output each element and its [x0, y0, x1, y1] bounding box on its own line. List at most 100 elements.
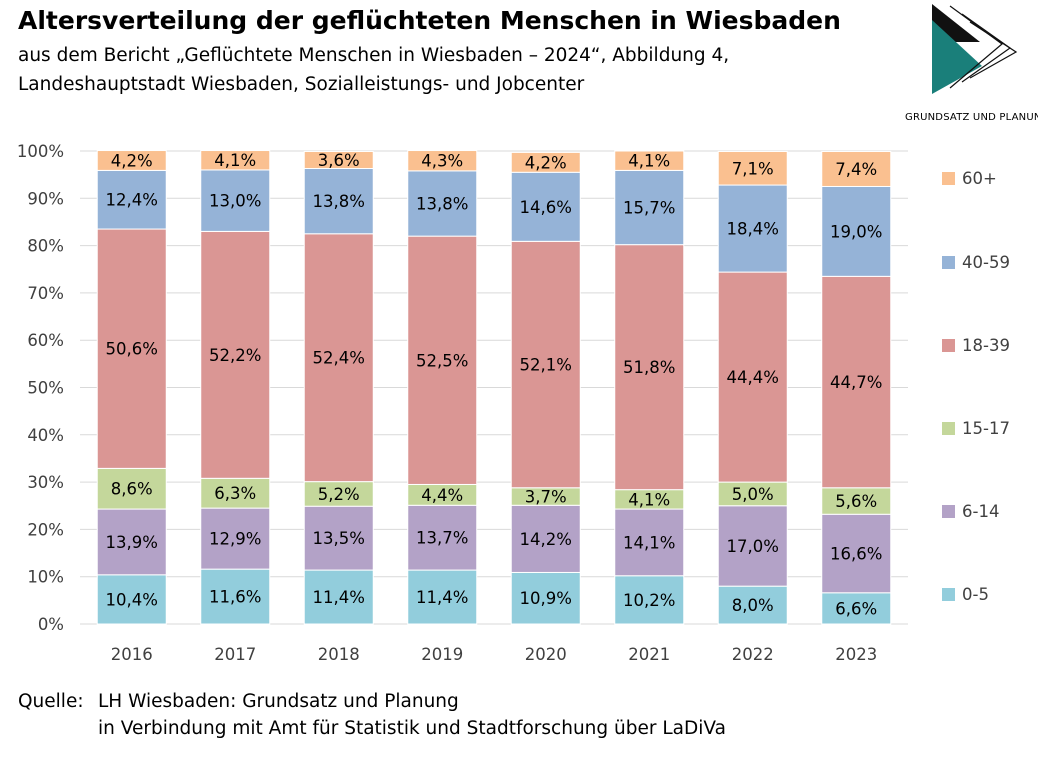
y-tick-label: 60% [27, 331, 64, 350]
x-tick-label: 2018 [318, 645, 360, 664]
data-label: 4,2% [111, 151, 153, 170]
data-label: 52,2% [209, 346, 261, 365]
data-label: 19,0% [830, 222, 882, 241]
data-label: 44,7% [830, 373, 882, 392]
data-label: 3,6% [318, 151, 360, 170]
x-tick-label: 2017 [214, 645, 256, 664]
data-label: 4,3% [421, 152, 463, 171]
data-label: 11,4% [416, 588, 468, 607]
x-tick-label: 2022 [732, 645, 774, 664]
y-tick-label: 70% [27, 284, 64, 303]
bar-segment-15-17 [96, 467, 167, 510]
data-label: 17,0% [727, 537, 779, 556]
logo-teal-triangle [932, 20, 982, 94]
bar-segment-60+ [200, 150, 271, 171]
data-label: 10,9% [520, 589, 572, 608]
data-label: 4,1% [214, 151, 256, 170]
data-label: 50,6% [106, 340, 158, 359]
data-label: 3,7% [525, 488, 567, 507]
bar-segment-6-14 [200, 507, 271, 570]
y-tick-label: 90% [27, 189, 64, 208]
bar-segment-40-59 [407, 170, 478, 237]
data-label: 14,6% [520, 198, 572, 217]
legend-swatch [942, 339, 955, 352]
data-label: 14,2% [520, 530, 572, 549]
source-line-1: LH Wiesbaden: Grundsatz und Planung [98, 691, 459, 712]
bar-segment-0-5 [303, 569, 374, 625]
bar-segment-0-5 [821, 592, 892, 625]
data-label: 16,6% [830, 545, 882, 564]
bar-segment-15-17 [821, 487, 892, 515]
bar-segment-18-39 [614, 244, 685, 491]
y-tick-label: 40% [27, 426, 64, 445]
bar-segment-18-39 [407, 235, 478, 485]
data-label: 7,1% [732, 159, 774, 178]
y-tick-label: 30% [27, 473, 64, 492]
x-tick-label: 2019 [421, 645, 463, 664]
legend-swatch [942, 588, 955, 601]
bar-segment-60+ [303, 150, 374, 170]
data-label: 5,0% [732, 485, 774, 504]
bar-segment-6-14 [303, 505, 374, 571]
bar-segment-6-14 [96, 508, 167, 576]
data-label: 13,8% [416, 195, 468, 214]
data-label: 8,6% [111, 480, 153, 499]
source-line-2: in Verbindung mit Amt für Statistik und … [98, 718, 726, 739]
data-label: 4,4% [421, 486, 463, 505]
bar-segment-0-5 [614, 575, 685, 625]
data-label: 10,2% [623, 591, 675, 610]
legend-swatch [942, 505, 955, 518]
y-tick-label: 0% [38, 615, 64, 634]
x-tick-label: 2016 [111, 645, 153, 664]
data-label: 5,6% [835, 492, 877, 511]
bar-segment-6-14 [614, 508, 685, 577]
logo-text: GRUNDSATZ UND PLANUNG [905, 112, 1038, 123]
data-label: 51,8% [623, 358, 675, 377]
bar-segment-40-59 [200, 169, 271, 232]
data-label: 4,1% [628, 152, 670, 171]
bar-segment-60+ [717, 150, 788, 186]
bar-segment-0-5 [200, 568, 271, 625]
bar-segment-60+ [821, 150, 892, 187]
logo-outline-3 [969, 21, 1018, 79]
data-label: 18,4% [727, 220, 779, 239]
bar-segment-60+ [407, 150, 478, 172]
legend-label: 0-5 [962, 585, 989, 604]
bar-segment-6-14 [407, 504, 478, 571]
data-label: 5,2% [318, 485, 360, 504]
data-label: 44,4% [727, 368, 779, 387]
data-label: 4,1% [628, 490, 670, 509]
data-label: 8,0% [732, 596, 774, 615]
bar-segment-6-14 [821, 513, 892, 594]
bar-segment-15-17 [200, 477, 271, 509]
data-label: 13,7% [416, 529, 468, 548]
y-tick-label: 10% [27, 568, 64, 587]
data-label: 52,4% [313, 349, 365, 368]
data-label: 13,0% [209, 192, 261, 211]
legend-label: 60+ [962, 169, 997, 188]
source-label: Quelle: [18, 691, 84, 712]
x-tick-label: 2023 [835, 645, 877, 664]
bar-segment-60+ [96, 150, 167, 171]
data-label: 52,5% [416, 351, 468, 370]
x-tick-label: 2021 [628, 645, 670, 664]
data-label: 13,8% [313, 192, 365, 211]
legend-label: 40-59 [962, 253, 1010, 272]
data-label: 11,6% [209, 588, 261, 607]
bar-segment-0-5 [96, 574, 167, 625]
bar-segment-6-14 [510, 504, 581, 573]
bar-segment-18-39 [821, 275, 892, 489]
legend-swatch [942, 172, 955, 185]
bar-segment-15-17 [303, 481, 374, 507]
data-label: 6,3% [214, 484, 256, 503]
data-label: 11,4% [313, 588, 365, 607]
data-label: 6,6% [835, 599, 877, 618]
chart-title: Altersverteilung der geflüchteten Mensch… [18, 6, 841, 35]
data-label: 12,4% [106, 191, 158, 210]
x-tick-label: 2020 [525, 645, 567, 664]
legend-label: 6-14 [962, 502, 999, 521]
legend-swatch [942, 256, 955, 269]
legend-label: 18-39 [962, 336, 1010, 355]
y-tick-label: 50% [27, 379, 64, 398]
source-note: Quelle: LH Wiesbaden: Grundsatz und Plan… [18, 688, 726, 742]
